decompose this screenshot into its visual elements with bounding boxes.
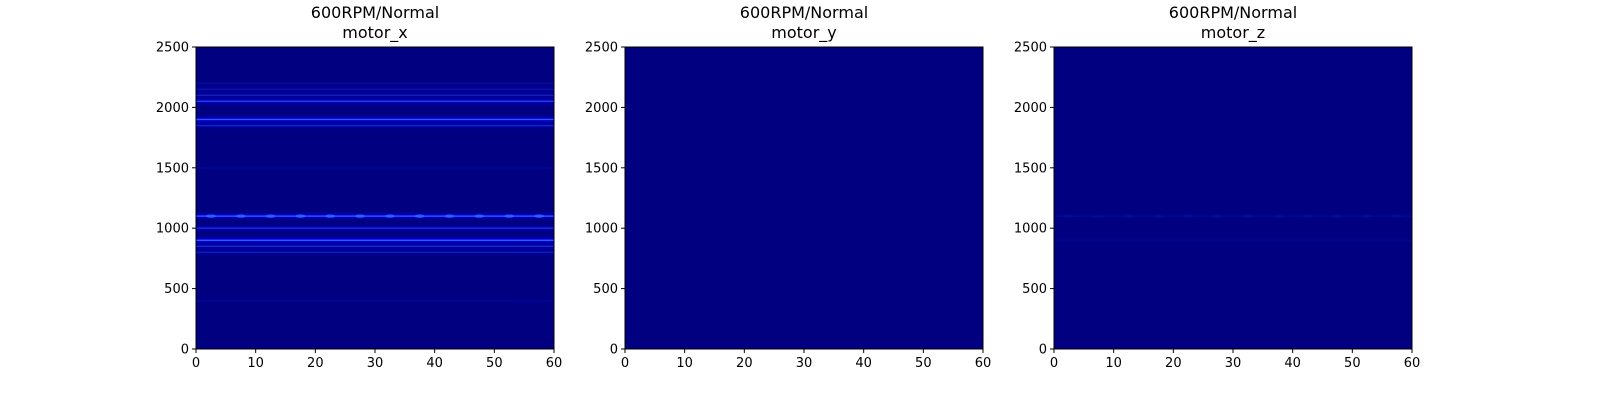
y-tick-label: 1000: [585, 222, 618, 237]
chart-title: 600RPM/Normal: [1168, 3, 1298, 22]
chart-title: 600RPM/Normal: [739, 3, 869, 22]
band-pulse: [1093, 214, 1104, 218]
frequency-band: [196, 223, 554, 233]
y-tick-label: 1500: [1014, 161, 1047, 176]
frequency-band: [196, 84, 554, 94]
frequency-band: [196, 247, 554, 257]
panel-motor_x: 0 10 20 30 40 50 60 0 500 1000 1500 2000 2500: [156, 41, 562, 372]
band-pulse: [355, 214, 366, 218]
y-tick-label: 2000: [1014, 101, 1047, 116]
frequency-band: [196, 163, 554, 173]
band-pulse: [295, 214, 306, 218]
band-pulse: [235, 214, 246, 218]
x-tick-label: 60: [975, 356, 992, 371]
y-tick-label: 2000: [585, 101, 618, 116]
band-pulse: [1123, 214, 1134, 218]
x-tick-label: 40: [855, 356, 872, 371]
frequency-band: [196, 241, 554, 251]
x-tick-label: 50: [486, 356, 503, 371]
x-tick-label: 30: [1225, 356, 1242, 371]
panel-title-motor-y: 600RPM/Normal motor_y: [625, 3, 983, 43]
band-pulse: [325, 214, 336, 218]
x-tick-label: 0: [1050, 356, 1058, 371]
panel-motor_y: 0 10 20 30 40 50 60 0 500 1000 1500 2000 2500: [585, 41, 991, 372]
band-pulse: [474, 214, 485, 218]
frequency-band: [196, 296, 554, 306]
y-tick-label: 500: [1022, 282, 1047, 297]
panel-title-motor-x: 600RPM/Normal motor_x: [196, 3, 554, 43]
heatmap-bands: [196, 78, 554, 306]
frequency-band: [1054, 211, 1412, 221]
chart-subtitle: motor_y: [771, 23, 837, 42]
chart-title: 600RPM/Normal: [310, 3, 440, 22]
heatmap-bands: [1054, 211, 1412, 245]
y-tick-label: 2500: [585, 41, 618, 56]
panel-motor_z: 0 10 20 30 40 50 60 0 500 1000 1500 2000 2500: [1014, 41, 1420, 372]
band-pulse: [384, 214, 395, 218]
x-tick-label: 60: [1404, 356, 1421, 371]
band-pulse: [1392, 214, 1403, 218]
y-tick-label: 2000: [156, 101, 189, 116]
band-pulse: [1332, 214, 1343, 218]
band-pulse: [1153, 214, 1164, 218]
chart-subtitle: motor_z: [1200, 23, 1266, 42]
frequency-band: [196, 90, 554, 100]
band-pulse: [205, 214, 216, 218]
y-tick-label: 1000: [1014, 222, 1047, 237]
band-pulse: [504, 214, 515, 218]
chart-subtitle: motor_x: [342, 23, 408, 42]
y-tick-label: 500: [593, 282, 618, 297]
band-pulse: [1183, 214, 1194, 218]
heatmap-background: [1054, 47, 1412, 349]
x-tick-label: 0: [192, 356, 200, 371]
y-tick-label: 500: [164, 282, 189, 297]
x-tick-label: 20: [1165, 356, 1182, 371]
band-pulse: [1362, 214, 1373, 218]
y-tick-label: 1500: [156, 161, 189, 176]
x-tick-label: 0: [621, 356, 629, 371]
frequency-band: [196, 78, 554, 88]
x-tick-label: 20: [736, 356, 753, 371]
x-tick-label: 40: [1284, 356, 1301, 371]
band-pulse: [1302, 214, 1313, 218]
y-tick-label: 0: [1039, 343, 1047, 358]
heatmap-background: [625, 47, 983, 349]
x-tick-label: 30: [367, 356, 384, 371]
y-tick-label: 2500: [1014, 41, 1047, 56]
frequency-band: [196, 121, 554, 131]
band-pulse: [1063, 214, 1074, 218]
x-tick-label: 10: [676, 356, 693, 371]
y-tick-label: 0: [610, 343, 618, 358]
band-pulse: [414, 214, 425, 218]
x-tick-label: 10: [1105, 356, 1122, 371]
x-tick-label: 20: [307, 356, 324, 371]
band-pulse: [444, 214, 455, 218]
band-pulse: [534, 214, 545, 218]
y-tick-label: 1500: [585, 161, 618, 176]
frequency-band: [1054, 235, 1412, 245]
band-pulse: [1272, 214, 1283, 218]
band-pulse: [265, 214, 276, 218]
x-tick-label: 60: [546, 356, 563, 371]
y-tick-label: 1000: [156, 222, 189, 237]
x-tick-label: 10: [247, 356, 264, 371]
x-tick-label: 50: [915, 356, 932, 371]
band-pulse: [1213, 214, 1224, 218]
y-tick-label: 0: [181, 343, 189, 358]
band-pulse: [1242, 214, 1253, 218]
x-tick-label: 30: [796, 356, 813, 371]
x-tick-label: 40: [426, 356, 443, 371]
y-tick-label: 2500: [156, 41, 189, 56]
x-tick-label: 50: [1344, 356, 1361, 371]
panel-title-motor-z: 600RPM/Normal motor_z: [1054, 3, 1412, 43]
